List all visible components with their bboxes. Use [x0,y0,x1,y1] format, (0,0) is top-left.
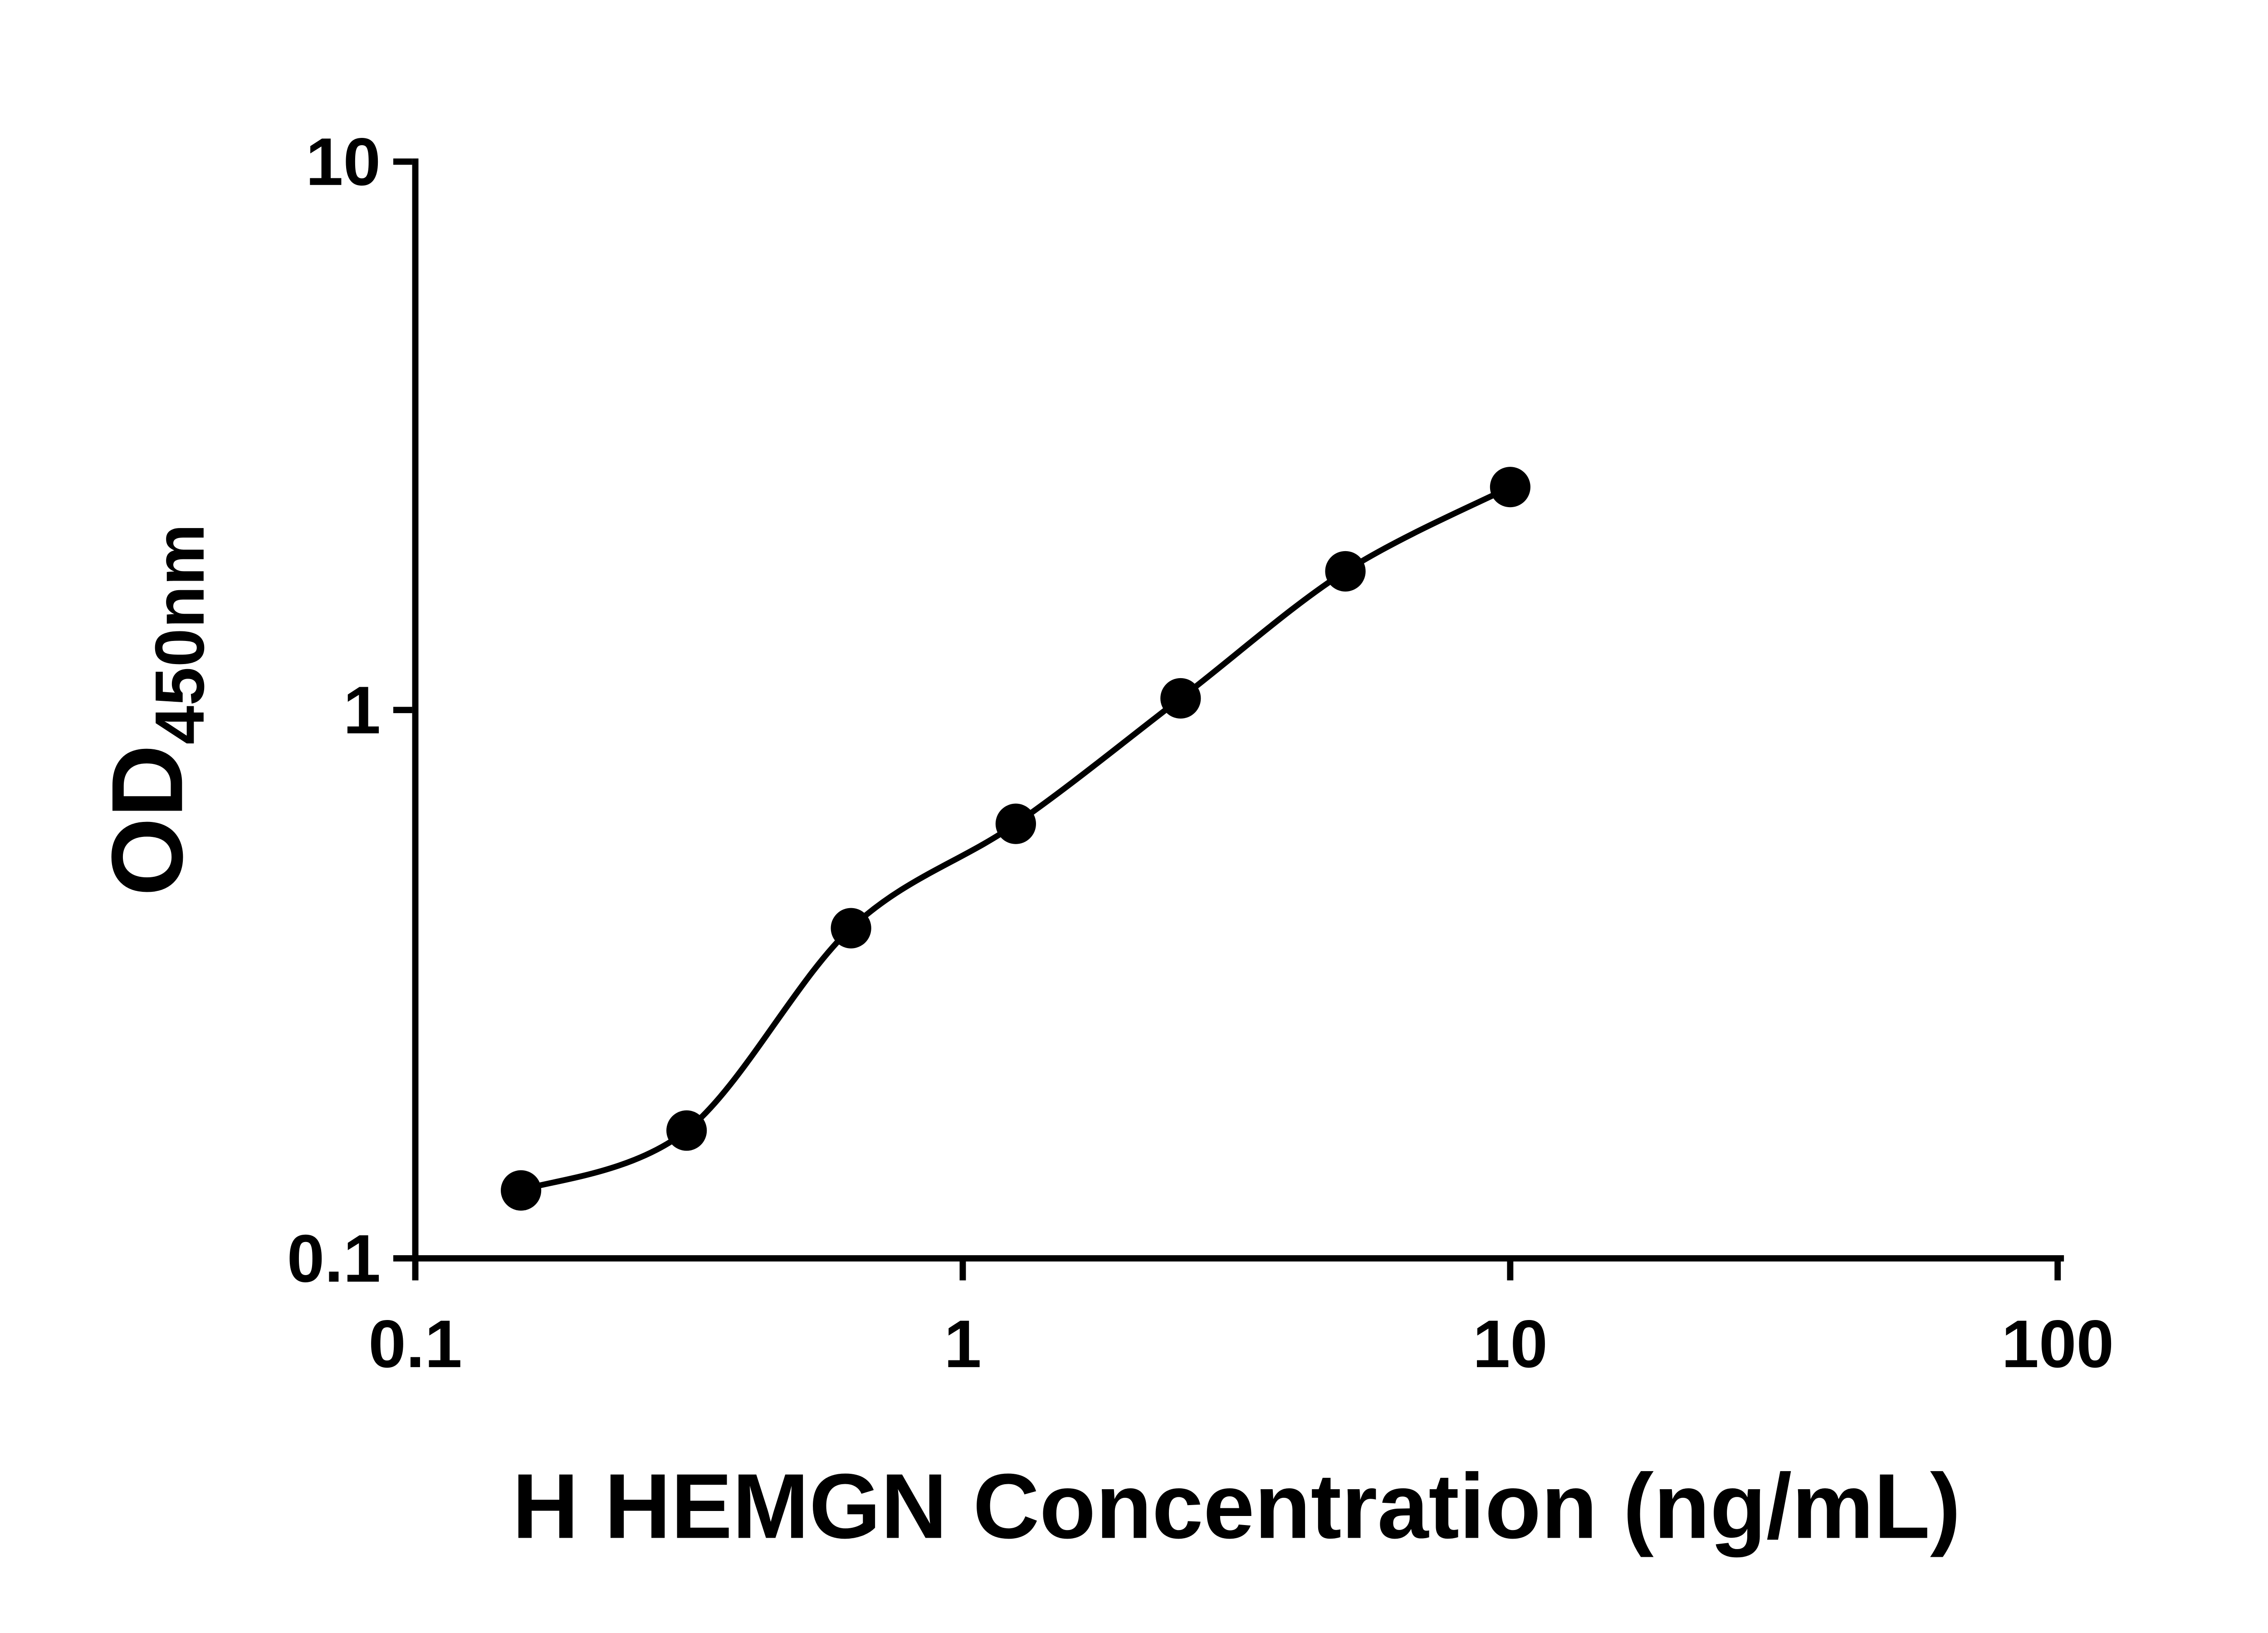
y-axis-tick-label: 0.1 [287,1221,381,1296]
data-point [831,908,871,949]
x-axis-tick-label: 100 [2001,1306,2114,1382]
x-axis-tick-label: 10 [1473,1306,1548,1382]
x-axis-title: H HEMGN Concentration (ng/mL) [512,1455,1960,1558]
y-axis-title: OD450nm [91,524,219,896]
y-axis-tick-label: 1 [343,673,381,748]
y-axis-title-text: OD450nm [91,524,219,896]
data-point [501,1170,542,1211]
data-point [1160,678,1201,719]
data-point [1490,467,1530,508]
x-axis-tick-label: 0.1 [368,1306,462,1382]
data-point [1325,551,1366,592]
y-axis-title-main: OD [91,744,204,896]
y-axis-title-subscript: 450nm [141,524,219,745]
data-point [666,1110,707,1151]
data-point [995,803,1036,844]
x-axis-tick-label: 1 [944,1306,982,1382]
y-axis-tick-label: 10 [306,124,381,200]
